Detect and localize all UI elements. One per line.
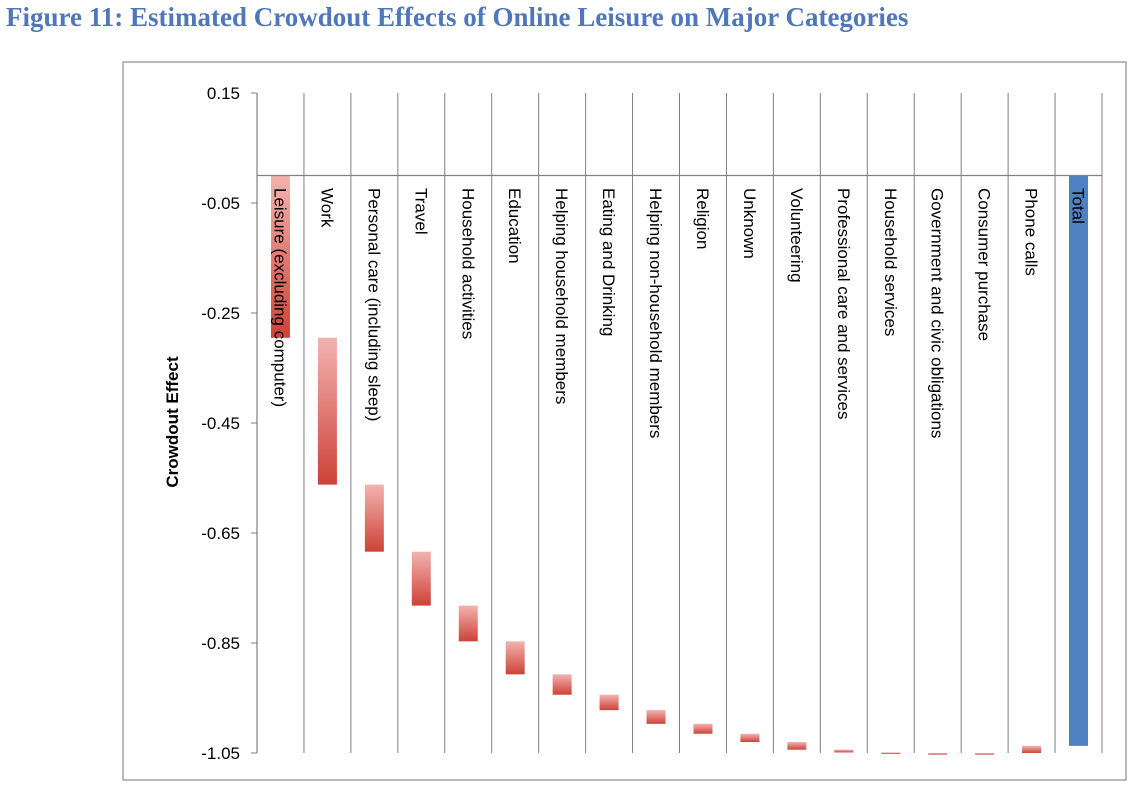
category-label: Professional care and services: [834, 188, 853, 420]
category-bar: [411, 551, 431, 606]
category-bar: [458, 605, 478, 642]
category-labels: Leisure (excluding computer) Work Personal…: [270, 188, 1087, 438]
gridlines: [303, 93, 1103, 753]
category-label: Total: [1069, 188, 1088, 224]
category-label: Work: [317, 188, 336, 228]
axes: [251, 92, 1102, 754]
y-tick-label: -0.05: [201, 194, 240, 213]
category-bar: [787, 742, 807, 750]
bars: [270, 175, 1089, 755]
chart-frame: [122, 61, 1127, 781]
category-label: Phone calls: [1022, 188, 1041, 276]
category-bar: [975, 753, 995, 755]
category-label: Religion: [693, 188, 712, 249]
category-bar: [1022, 745, 1042, 753]
y-axis-title: Crowdout Effect: [163, 356, 182, 488]
category-label: Leisure (excluding computer): [270, 188, 289, 407]
category-label: Helping non-household members: [646, 188, 665, 438]
y-tick-label: -1.05: [201, 744, 240, 763]
category-label: Personal care (including sleep): [364, 188, 383, 421]
category-label: Consumer purchase: [975, 188, 994, 341]
figure-title: Figure 11: Estimated Crowdout Effects of…: [6, 2, 909, 32]
category-bar: [317, 337, 337, 485]
category-bar: [928, 753, 948, 755]
category-label: Eating and Drinking: [599, 188, 618, 336]
category-label: Helping household members: [552, 188, 571, 404]
category-bar: [270, 175, 290, 338]
category-label: Household services: [881, 188, 900, 336]
category-bar: [599, 694, 619, 711]
category-bar: [646, 710, 666, 724]
y-tick-label: -0.65: [201, 524, 240, 543]
y-tick-label: 0.15: [207, 84, 240, 103]
category-label: Education: [505, 188, 524, 264]
y-tick-label: -0.45: [201, 414, 240, 433]
category-bar: [505, 641, 525, 675]
category-label: Unknown: [740, 188, 759, 259]
y-tick-labels: 0.15 -0.05 -0.25 -0.45 -0.65 -0.85 -1.05: [201, 84, 240, 763]
category-bar: [834, 749, 854, 753]
category-label: Volunteering: [787, 188, 806, 283]
category-bar: [552, 674, 572, 695]
category-bar: [693, 723, 713, 734]
category-bar: [740, 733, 760, 742]
category-bar: [364, 484, 384, 552]
total-bar: [1069, 175, 1089, 746]
y-tick-label: -0.25: [201, 304, 240, 323]
category-bar: [881, 752, 901, 754]
category-label: Household activities: [458, 188, 477, 339]
category-label: Government and civic obligations: [928, 188, 947, 438]
y-tick-label: -0.85: [201, 634, 240, 653]
category-label: Travel: [411, 188, 430, 235]
